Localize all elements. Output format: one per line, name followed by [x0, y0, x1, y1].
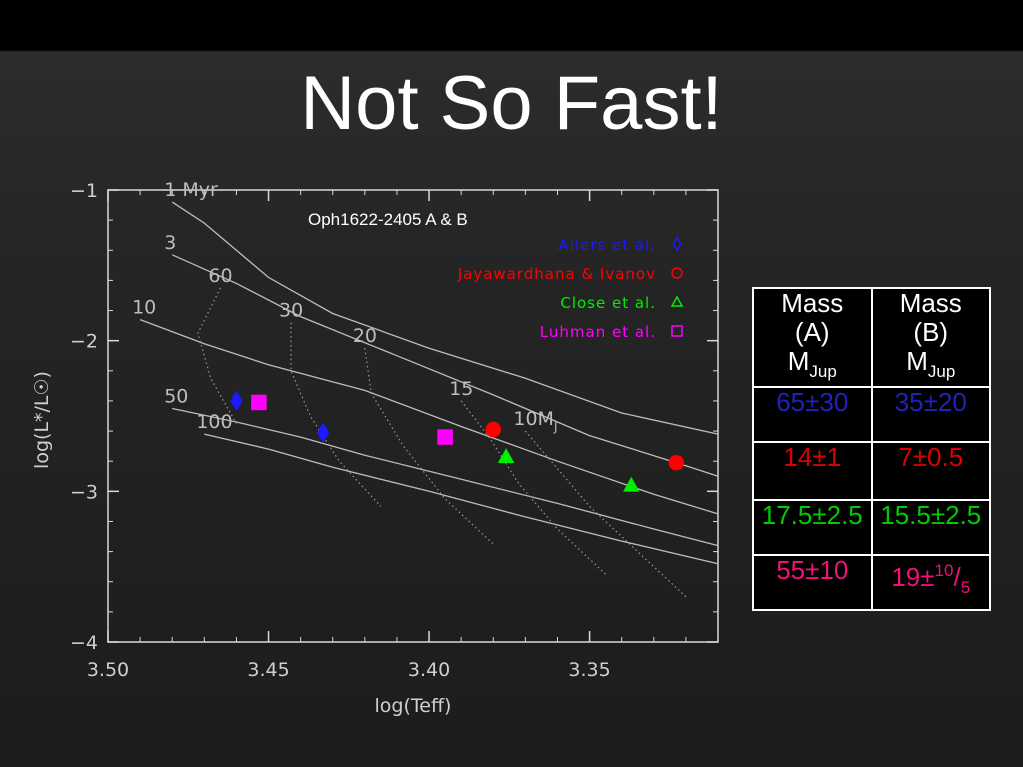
header-a-line1: Mass	[781, 288, 844, 318]
isochrone-label: 50	[164, 385, 188, 407]
mass-track-label-sub: J	[553, 420, 558, 434]
isochrone-label: 1 Myr	[164, 179, 218, 201]
plot-frame: 3.50 3.45 3.40 3.35 −1 −2 −3 −4 log(Teff) log(L*/…	[31, 180, 719, 717]
mass-a-cell: 55±10	[752, 554, 873, 611]
y-tick-label: −1	[70, 180, 98, 202]
mass-b-cell: 19±10/5	[870, 554, 991, 611]
mass-a-cell: 14±1	[752, 441, 873, 501]
mass-track-label: 30	[279, 300, 303, 322]
legend: Allers et al. Jayawardhana & Ivanov Close …	[457, 236, 684, 341]
plot-border	[107, 189, 719, 643]
point-circle	[485, 421, 502, 438]
mass-b-cell: 7±0.5	[870, 441, 991, 501]
isochrone-line	[171, 201, 719, 435]
mass-b-cell: 35±20	[870, 386, 991, 443]
mass-track-label: 60	[208, 265, 232, 287]
slide-title: Not So Fast!	[300, 61, 723, 146]
table-row: 14±1 7±0.5	[752, 441, 991, 501]
table-row: 65±30 35±20	[752, 386, 991, 443]
legend-label: Jayawardhana & Ivanov	[457, 265, 656, 283]
y-tick-label: −3	[70, 481, 98, 503]
header-b-m: M	[906, 346, 928, 376]
header-b-line1: Mass	[899, 288, 962, 318]
point-triangle	[623, 476, 640, 492]
mass-track-line	[364, 348, 494, 545]
y-axis-label: log(L*/L☉)	[31, 371, 53, 469]
point-square	[671, 325, 683, 337]
data-points	[230, 390, 685, 492]
mass-table: Mass (A) MJup Mass (B) MJup 65±30 35±20 …	[752, 287, 991, 611]
mass-track-label: 20	[353, 325, 377, 347]
header-a-line2: (A)	[794, 317, 830, 347]
point-square	[251, 394, 267, 411]
point-triangle	[670, 295, 684, 307]
table-row: 17.5±2.5 15.5±2.5	[752, 499, 991, 556]
mass-track-label: 15	[449, 378, 473, 400]
mass-b-main: 19±	[891, 562, 935, 592]
header-a-sub: Jup	[809, 362, 837, 381]
legend-label: Close et al.	[560, 294, 656, 312]
x-tick-label: 3.40	[408, 659, 450, 681]
mass-b-slash: /	[953, 562, 961, 592]
table-header-row: Mass (A) MJup Mass (B) MJup	[752, 287, 991, 388]
isochrone-line	[204, 433, 719, 565]
x-tick-label: 3.35	[568, 659, 610, 681]
point-circle	[668, 454, 685, 471]
x-tick-label: 3.50	[87, 659, 129, 681]
y-tick-label: −4	[70, 632, 98, 654]
isochrone-label: 10	[132, 297, 156, 319]
header-a-m: M	[787, 346, 810, 376]
header-b-sub: Jup	[927, 362, 956, 381]
isochrones: 1 Myr 3 10 50 100	[132, 179, 719, 565]
header-a-line3: MJup	[755, 346, 870, 385]
table-row: 55±10 19±10/5	[752, 554, 991, 611]
mass-track-line	[197, 287, 237, 424]
point-diamond	[672, 236, 682, 252]
mass-a-cell: 17.5±2.5	[752, 499, 873, 556]
mass-track-line	[524, 430, 687, 598]
mass-tracks: 60 30 20 15 10MJ	[197, 265, 687, 598]
x-tick-label: 3.45	[247, 659, 289, 681]
mass-track-label: 10MJ	[513, 408, 557, 434]
isochrone-label: 3	[164, 232, 176, 254]
point-diamond	[316, 422, 330, 443]
mass-b-cell: 15.5±2.5	[870, 499, 991, 556]
point-square	[437, 429, 453, 445]
legend-label: Luhman et al.	[540, 323, 656, 341]
isochrone-label: 100	[196, 411, 232, 433]
legend-label: Allers et al.	[558, 236, 656, 254]
mass-track-line	[460, 400, 607, 575]
mass-b-sub: 5	[960, 578, 971, 597]
chart-title: Oph1622-2405 A & B	[308, 210, 468, 229]
header-b-line3: MJup	[873, 346, 988, 385]
mass-a-cell: 65±30	[752, 386, 873, 443]
point-diamond	[230, 390, 243, 412]
point-triangle	[497, 448, 515, 464]
x-axis-label: log(Teff)	[375, 695, 452, 717]
header-cell-b: Mass (B) MJup	[870, 287, 991, 388]
mass-b-sup: 10	[934, 561, 954, 580]
header-cell-a: Mass (A) MJup	[752, 287, 873, 388]
point-circle	[671, 267, 683, 279]
isochrone-line	[172, 407, 719, 547]
mass-track-line	[290, 322, 382, 507]
y-tick-label: −2	[70, 331, 98, 353]
header-b-line2: (B)	[913, 317, 949, 347]
